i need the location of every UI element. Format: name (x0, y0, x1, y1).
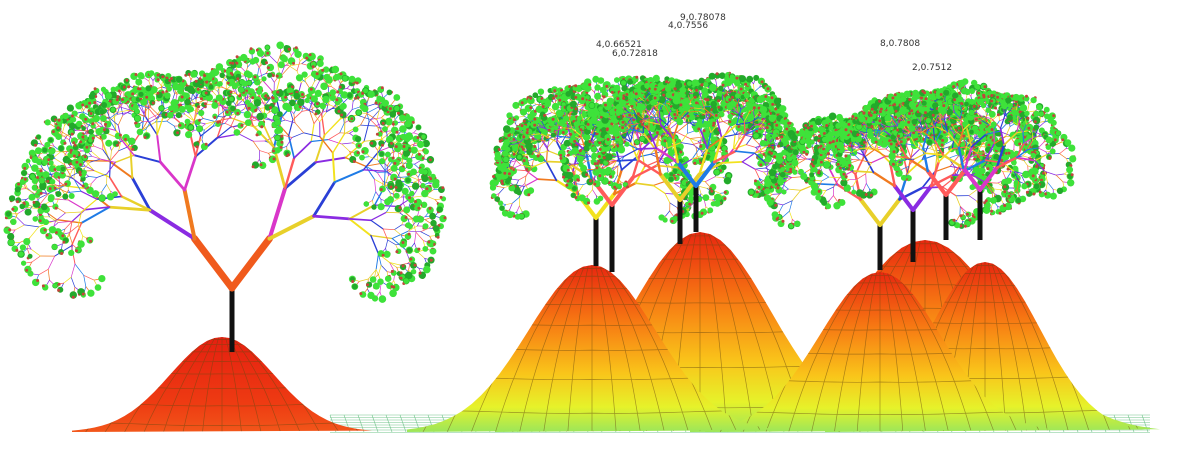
hill-surface (72, 337, 372, 432)
node-label: 4,0.66521 (596, 40, 642, 50)
node-label: 2,0.7512 (912, 63, 952, 73)
fractal-tree (888, 89, 1077, 240)
tree-foliage (590, 71, 801, 191)
node-label: 4,0.7556 (668, 21, 708, 31)
tree-foliage (3, 41, 447, 303)
trees (3, 41, 1077, 352)
node-label: 6,0.72818 (612, 49, 658, 59)
hills (72, 232, 1160, 432)
node-label: 9,0.78078 (680, 13, 726, 23)
fractal-tree (590, 71, 801, 232)
tree-foliage (888, 89, 1077, 200)
fractal-tree (3, 41, 447, 352)
tree-branches (593, 74, 798, 188)
node-labels: 9,0.78078 4,0.7556 4,0.66521 6,0.72818 8… (596, 13, 952, 73)
tree-branches (6, 44, 444, 300)
node-label: 8,0.7808 (880, 39, 920, 49)
